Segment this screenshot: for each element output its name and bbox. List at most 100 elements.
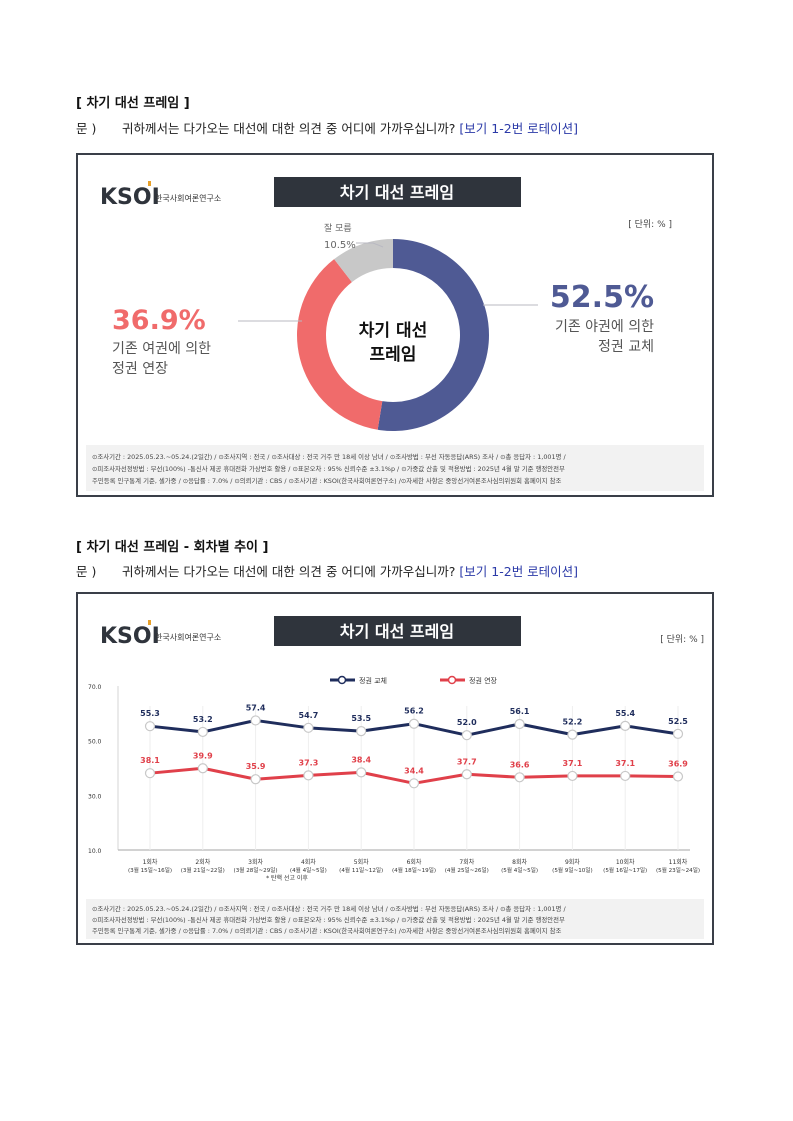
legend-marker-red: [447, 675, 457, 685]
top-label: 잘 모름: [324, 222, 352, 234]
footnote-line3: 주민등록 인구통계 기준, 셀가중 / ⊙응답률 : 7.0% / ⊙의뢰기관 …: [92, 476, 561, 485]
x-tick-date-label: (5월 4일~5일): [501, 866, 538, 874]
legend-marker-navy: [337, 675, 347, 685]
point-regime-change: [620, 720, 631, 732]
line-plot: 70.0 50.0 30.0 10.0 1회차(3월 15일~16일) 2회차(3월 21…: [88, 684, 700, 874]
data-label-regime-extension: 39.9: [193, 751, 213, 760]
x-tick-label: 1회차: [143, 858, 158, 866]
donut-chart-panel: KSOI 한국사회여론연구소 차기 대선 프레임 [ 단위: % ] 차기 대선…: [76, 153, 714, 497]
data-label-regime-change: 57.4: [246, 703, 266, 712]
right-value: 52.5%: [550, 280, 654, 315]
point-regime-change: [408, 718, 420, 729]
x-tick-date-label: (4월 11일~12일): [339, 866, 383, 874]
x-tick-date-label: (5월 9일~10일): [552, 866, 593, 874]
data-label-regime-change: 52.2: [563, 718, 583, 727]
point-regime-extension: [144, 768, 156, 779]
x-tick-label: 7회차: [459, 858, 474, 866]
ksoi-logo: KSOI 한국사회여론연구소: [100, 620, 221, 649]
point-regime-extension: [620, 770, 631, 782]
point-regime-change: [567, 729, 578, 740]
left-value: 36.9%: [112, 305, 206, 336]
x-tick-date-label: (4월 4일~5일): [290, 866, 327, 874]
donut-center-line1: 차기 대선: [359, 321, 427, 341]
x-tick-date-label: (4월 25일~26일): [445, 866, 489, 874]
point-regime-extension: [408, 778, 420, 789]
y-tick-label: 30.0: [88, 793, 102, 800]
x-tick-label: 2회차: [195, 858, 210, 866]
logo-org: 한국사회여론연구소: [155, 632, 221, 642]
data-label-regime-extension: 38.1: [140, 756, 160, 765]
question-note: [보기 1-2번 로테이션]: [459, 121, 579, 136]
unit-label: [ 단위: % ]: [660, 634, 704, 645]
x-tick-date-label: (3월 21일~22일): [181, 866, 225, 874]
point-regime-change: [303, 722, 314, 733]
y-tick-label: 50.0: [88, 739, 102, 746]
right-label-line1: 기존 야권에 의한: [555, 319, 654, 335]
y-tick-label: 10.0: [88, 848, 102, 855]
leader-line-top: [356, 242, 384, 248]
title-banner: [274, 616, 521, 646]
donut-slice-regime-extension: [297, 259, 383, 430]
point-regime-extension: [356, 767, 367, 778]
point-regime-extension: [461, 769, 472, 780]
data-label-regime-change: 54.7: [299, 711, 319, 720]
donut-slice-regime-change: [377, 239, 490, 432]
point-regime-change: [197, 726, 208, 738]
legend-label-series2: 정권 연장: [469, 676, 498, 685]
donut-chart-svg: KSOI 한국사회여론연구소 차기 대선 프레임 [ 단위: % ] 차기 대선…: [86, 177, 704, 491]
data-label-regime-extension: 37.1: [615, 759, 635, 768]
question-trend: 문 ) 귀하께서는 다가오는 대선에 대한 의견 중 어디에 가까우십니까? […: [76, 561, 578, 580]
point-regime-extension: [250, 774, 261, 785]
data-label-regime-change: 53.2: [193, 715, 213, 724]
footnote-line3: 주민등록 인구통계 기준, 셀가중 / ⊙응답률 : 7.0% / ⊙의뢰기관 …: [92, 926, 561, 935]
x-tick-date-label: (3월 15일~16일): [128, 866, 172, 874]
chart-title: 차기 대선 프레임: [340, 622, 454, 641]
legend: 정권 교체 정권 연장: [330, 675, 498, 685]
donut-ring: [297, 239, 490, 432]
data-label-regime-change: 56.2: [404, 707, 424, 716]
x-tick-label: 10회차: [616, 858, 635, 866]
y-tick-label: 70.0: [88, 684, 102, 691]
x-tick-label: 11회차: [669, 858, 688, 866]
donut-slice-unknown: [334, 239, 393, 283]
line-chart-panel: KSOI 한국사회여론연구소 차기 대선 프레임 [ 단위: % ] 정권 교체…: [76, 592, 714, 945]
footnote-line2: ⊙피조사자선정방법 : 무선(100%) -통신사 제공 휴대전화 가상번호 활…: [92, 915, 565, 924]
chart-title: 차기 대선 프레임: [340, 183, 454, 202]
question-label: 문 ): [76, 564, 97, 579]
left-label-line1: 기존 여권에 의한: [112, 341, 211, 357]
point-regime-extension: [672, 771, 684, 782]
line-chart-svg: KSOI 한국사회여론연구소 차기 대선 프레임 [ 단위: % ] 정권 교체…: [86, 616, 704, 939]
x-tick-label: 6회차: [407, 858, 422, 866]
question-text: 귀하께서는 다가오는 대선에 대한 의견 중 어디에 가까우십니까?: [121, 121, 456, 136]
logo-org: 한국사회여론연구소: [155, 193, 221, 203]
data-label-regime-change: 52.0: [457, 718, 477, 727]
point-regime-extension: [567, 770, 578, 782]
question-label: 문 ): [76, 121, 97, 136]
unit-label: [ 단위: % ]: [628, 219, 672, 230]
point-regime-extension: [197, 763, 208, 774]
point-regime-change: [672, 728, 684, 739]
top-value: 10.5%: [324, 240, 356, 251]
x-tick-label: 4회차: [301, 858, 316, 866]
point-regime-change: [356, 726, 367, 737]
point-regime-extension: [514, 772, 525, 783]
footnote-box: [86, 445, 704, 491]
donut-center-line2: 프레임: [370, 344, 417, 365]
logo-mark: KSOI: [100, 624, 160, 649]
data-label-regime-extension: 38.4: [351, 755, 371, 764]
left-label-line2: 정권 연장: [112, 361, 168, 377]
data-label-regime-change: 52.5: [668, 717, 688, 726]
data-label-regime-extension: 37.3: [299, 758, 319, 767]
data-label-regime-extension: 36.9: [668, 759, 688, 768]
question-note: [보기 1-2번 로테이션]: [459, 564, 579, 579]
x-tick-label: 9회차: [565, 858, 580, 866]
question-text: 귀하께서는 다가오는 대선에 대한 의견 중 어디에 가까우십니까?: [121, 564, 456, 579]
logo-accent: [148, 181, 151, 186]
x-tick-label: 3회차: [248, 858, 263, 866]
data-label-regime-extension: 34.4: [404, 766, 424, 775]
x-tick-date-label: (4월 18일~19일): [392, 866, 436, 874]
right-label-line2: 정권 교체: [598, 339, 654, 355]
data-label-regime-change: 55.4: [615, 709, 635, 718]
legend-label-series1: 정권 교체: [359, 676, 387, 685]
title-banner: [274, 177, 521, 207]
